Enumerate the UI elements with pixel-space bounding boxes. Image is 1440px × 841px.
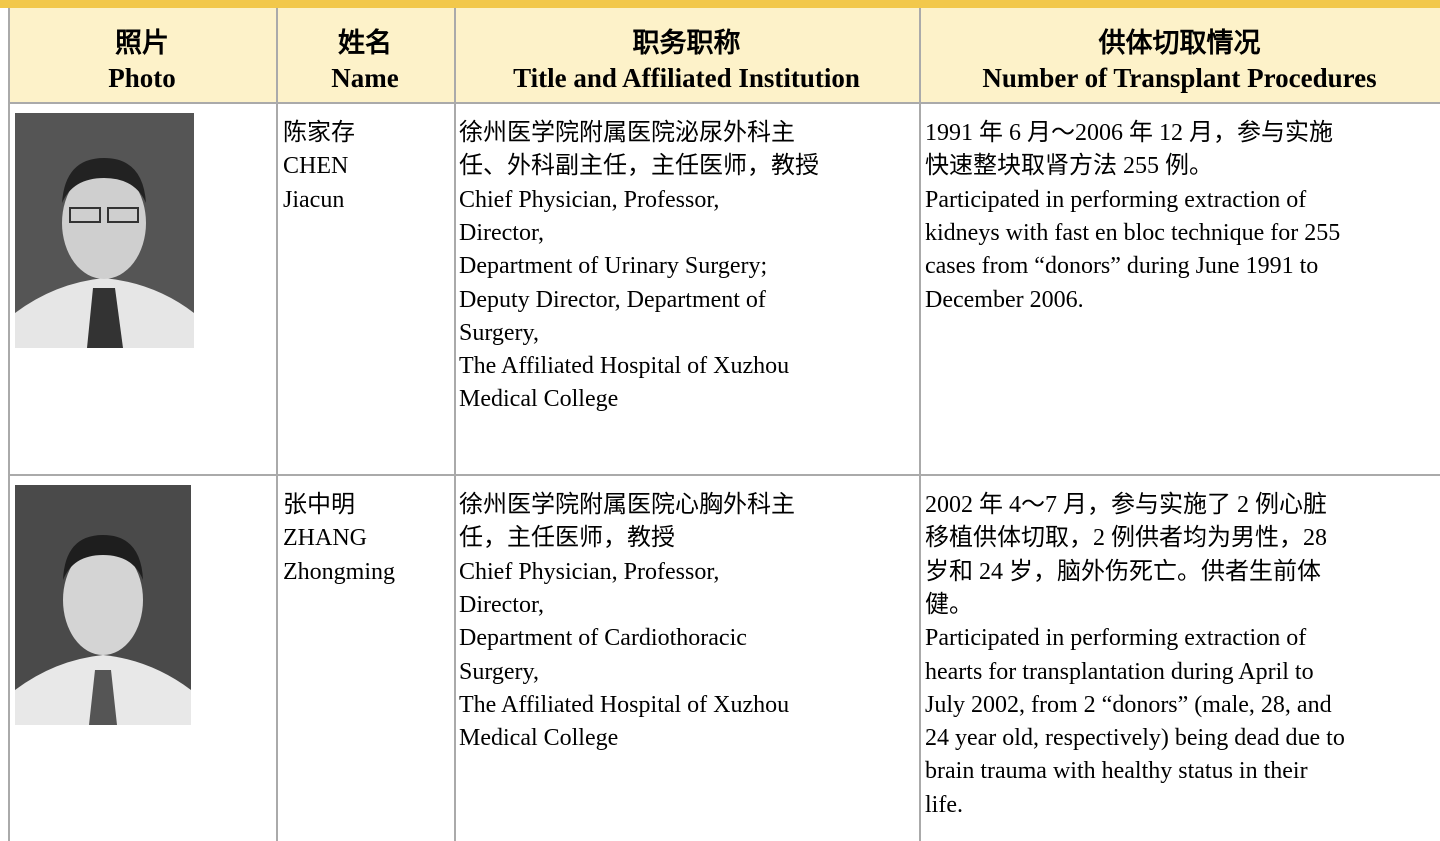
- procedures-text: 1991 年 6 月～2006 年 12 月，参与实施: [925, 120, 1333, 146]
- column-border: [276, 8, 278, 841]
- header-band: [8, 8, 1440, 103]
- procedures-text: cases from “donors” during June 1991 to: [925, 253, 1319, 280]
- title-text: 任、外科副主任，主任医师，教授: [459, 153, 819, 180]
- header-text: 照片: [115, 28, 169, 58]
- name-text: Jiacun: [283, 186, 345, 213]
- procedures-text: Participated in performing extraction of: [925, 625, 1307, 652]
- column-border: [919, 8, 921, 841]
- procedures-text: brain trauma with healthy status in thei…: [925, 758, 1308, 785]
- procedures-text: Participated in performing extraction of: [925, 186, 1307, 213]
- procedures-text: hearts for transplantation during April …: [925, 658, 1314, 685]
- procedures-text: 2002 年 4～7 月，参与实施了 2 例心脏: [925, 492, 1327, 518]
- title-text: Surgery,: [459, 658, 539, 685]
- title-text: Director,: [459, 219, 544, 246]
- header-text: Name: [331, 63, 399, 93]
- title-text: 徐州医学院附属医院泌尿外科主: [459, 120, 795, 146]
- procedures-text: 岁和 24 岁，脑外伤死亡。供者生前体: [925, 558, 1321, 585]
- name-text: ZHANG: [283, 525, 367, 552]
- photo: [15, 113, 194, 348]
- name-text: 陈家存: [283, 120, 355, 146]
- name-text: 张中明: [283, 492, 355, 518]
- name-text: CHEN: [283, 153, 349, 180]
- header-text: Photo: [108, 63, 176, 93]
- header-text: 职务职称: [632, 28, 741, 58]
- title-text: Chief Physician, Professor,: [459, 558, 720, 585]
- procedures-text: 24 year old, respectively) being dead du…: [925, 725, 1345, 752]
- title-text: 徐州医学院附属医院心胸外科主: [459, 492, 795, 518]
- title-text: Director,: [459, 591, 544, 618]
- column-border: [454, 8, 456, 841]
- header-border: [8, 102, 1440, 104]
- photo: [15, 485, 191, 725]
- title-text: Department of Urinary Surgery;: [459, 253, 768, 280]
- row-border: [8, 474, 1440, 476]
- header-text: Title and Affiliated Institution: [513, 63, 860, 93]
- procedures-text: 健。: [925, 591, 973, 618]
- title-text: Medical College: [459, 386, 619, 413]
- procedures-text: 移植供体切取，2 例供者均为男性，28: [925, 525, 1327, 552]
- title-text: The Affiliated Hospital of Xuzhou: [459, 353, 790, 380]
- top-bar: [0, 0, 1440, 8]
- procedures-text: July 2002, from 2 “donors” (male, 28, an…: [925, 691, 1332, 718]
- table-left-border: [8, 8, 10, 841]
- title-text: Deputy Director, Department of: [459, 286, 766, 313]
- title-text: 任，主任医师，教授: [459, 525, 675, 552]
- title-text: Department of Cardiothoracic: [459, 625, 747, 652]
- title-text: The Affiliated Hospital of Xuzhou: [459, 691, 790, 718]
- header-text: 供体切取情况: [1098, 28, 1261, 58]
- procedures-text: life.: [925, 791, 963, 818]
- title-text: Chief Physician, Professor,: [459, 186, 720, 213]
- procedures-text: December 2006.: [925, 286, 1084, 313]
- procedures-text: 快速整块取肾方法 255 例。: [925, 153, 1213, 180]
- title-text: Surgery,: [459, 319, 539, 346]
- procedures-text: kidneys with fast en bloc technique for …: [925, 219, 1341, 246]
- title-text: Medical College: [459, 725, 619, 752]
- header-text: 姓名: [338, 28, 392, 58]
- header-text: Number of Transplant Procedures: [982, 63, 1377, 93]
- name-text: Zhongming: [283, 558, 395, 585]
